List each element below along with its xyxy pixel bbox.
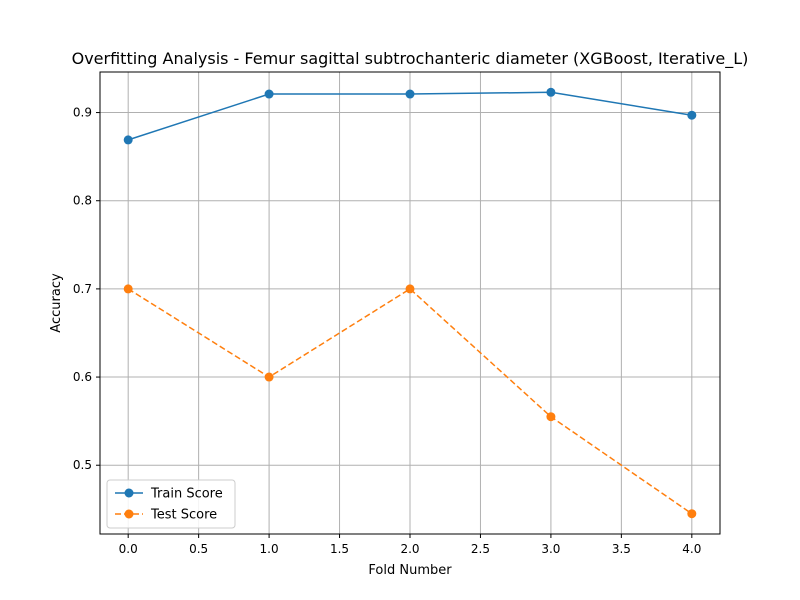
y-tick-label: 0.6 <box>73 370 92 384</box>
test-score-point <box>405 284 415 294</box>
y-axis: 0.5 0.6 0.7 0.8 0.9 <box>73 106 100 472</box>
x-tick-label: 2.5 <box>471 542 490 556</box>
y-tick-label: 0.8 <box>73 194 92 208</box>
legend-train-score-label: Train Score <box>150 487 223 502</box>
chart-title: Overfitting Analysis - Femur sagittal su… <box>72 49 749 69</box>
legend: Train Score Test Score <box>106 479 236 529</box>
y-tick-label: 0.9 <box>73 106 92 120</box>
train-score-point <box>687 110 697 120</box>
legend-test-score-marker <box>124 509 134 519</box>
test-score-line <box>127 287 693 515</box>
x-axis: 0.0 0.5 1.0 1.5 2.0 2.5 3.0 3.5 4.0 <box>119 534 701 556</box>
x-tick-label: 1.0 <box>260 542 279 556</box>
x-tick-label: 3.5 <box>612 542 631 556</box>
legend-box <box>106 479 236 529</box>
x-tick-label: 3.0 <box>541 542 560 556</box>
train-score-point <box>264 89 274 99</box>
test-score-point <box>546 412 556 422</box>
y-axis-label: Accuracy <box>49 273 64 333</box>
y-tick-label: 0.7 <box>73 282 92 296</box>
legend-train-score-marker <box>124 488 134 498</box>
test-score-point <box>264 372 274 382</box>
legend-test-score-label: Test Score <box>150 508 217 523</box>
x-tick-label: 1.5 <box>330 542 349 556</box>
train-score-point <box>546 87 556 97</box>
train-score-point <box>123 135 133 145</box>
grid <box>100 72 720 534</box>
x-tick-label: 0.5 <box>189 542 208 556</box>
x-tick-label: 4.0 <box>682 542 701 556</box>
x-tick-label: 0.0 <box>119 542 138 556</box>
test-score-point <box>687 509 697 519</box>
x-tick-label: 2.0 <box>400 542 419 556</box>
series-group <box>123 87 697 519</box>
x-axis-label: Fold Number <box>368 563 452 578</box>
train-score-point <box>405 89 415 99</box>
y-tick-label: 0.5 <box>73 458 92 472</box>
test-score-point <box>123 284 133 294</box>
